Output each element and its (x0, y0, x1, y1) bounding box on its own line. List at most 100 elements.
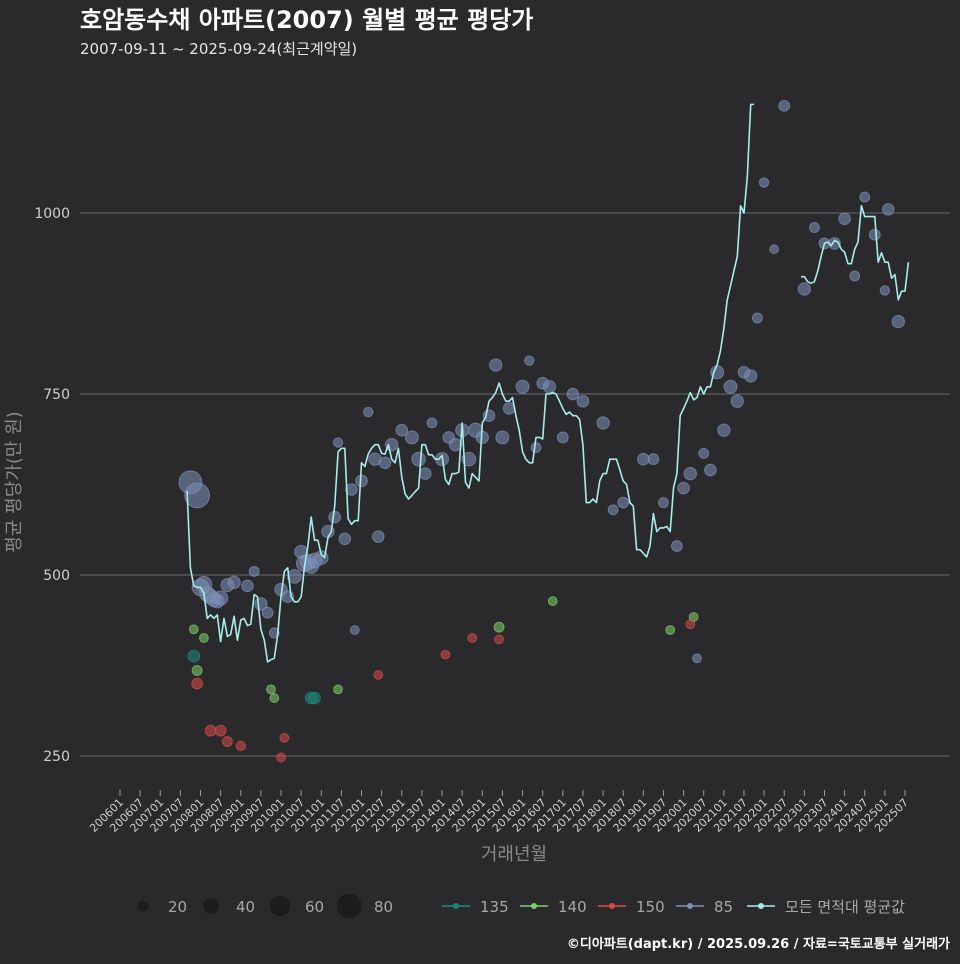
point-140 (191, 665, 203, 677)
point-85 (184, 482, 211, 509)
legend-dot-150 (609, 903, 615, 909)
point-85 (495, 430, 510, 445)
point-85 (859, 191, 871, 203)
point-140 (333, 684, 343, 695)
legend-dot-85 (687, 903, 693, 909)
point-85 (338, 532, 352, 546)
point-140 (266, 684, 276, 695)
point-150 (214, 724, 227, 737)
legend-size-80 (336, 893, 362, 919)
point-85 (607, 504, 619, 516)
point-85 (717, 423, 731, 437)
y-axis: 250 500 750 1000 (34, 206, 70, 765)
grid (80, 212, 950, 757)
point-85 (542, 380, 557, 394)
average-line-segment-1 (186, 103, 754, 663)
point-85 (461, 451, 477, 467)
point-85 (530, 442, 542, 454)
point-85 (404, 430, 419, 445)
point-85 (566, 387, 580, 401)
scatter-points (178, 99, 905, 763)
point-85 (248, 565, 260, 577)
y-tick-label: 1000 (34, 206, 70, 222)
legend-size-label: 40 (236, 898, 255, 916)
legend-label-135: 135 (480, 898, 509, 916)
point-135 (308, 691, 321, 705)
average-line (186, 103, 910, 663)
point-150 (440, 649, 451, 660)
legend-size-40 (203, 898, 219, 914)
y-axis-title: 평균 평당가(만 원) (4, 411, 25, 552)
point-85 (372, 530, 385, 543)
point-85 (426, 417, 438, 429)
point-85 (744, 369, 758, 383)
point-135 (187, 649, 201, 663)
legend-label-85: 85 (714, 898, 733, 916)
caption: ©디아파트(dapt.kr) / 2025.09.26 / 자료=국토교통부 실… (567, 936, 950, 952)
y-tick-label: 500 (43, 568, 70, 584)
point-85 (778, 99, 791, 112)
point-85 (751, 312, 763, 324)
legend-label-140: 140 (558, 898, 587, 916)
point-85 (241, 579, 254, 593)
legend-size-label: 60 (305, 898, 324, 916)
point-85 (332, 437, 344, 448)
point-85 (261, 606, 274, 619)
point-85 (769, 244, 780, 255)
point-85 (355, 474, 368, 488)
point-85 (576, 394, 590, 408)
point-140 (188, 624, 199, 635)
point-150 (221, 736, 233, 747)
point-85 (868, 228, 881, 241)
point-140 (493, 621, 505, 633)
point-85 (617, 496, 630, 509)
legend-label-average: 모든 면적대 평균값 (785, 898, 905, 916)
point-85 (637, 452, 650, 466)
point-85 (411, 451, 426, 467)
point-140 (665, 625, 676, 635)
point-85 (515, 379, 530, 394)
point-85 (704, 463, 717, 477)
point-85 (849, 270, 861, 282)
chart-subtitle: 2007-09-11 ~ 2025-09-24(최근계약일) (80, 40, 357, 58)
x-axis: 2006012006072007012007072008012008072009… (87, 790, 911, 835)
x-axis-title: 거래년월 (481, 844, 547, 865)
point-85 (524, 355, 535, 366)
point-150 (204, 724, 217, 737)
point-140 (547, 596, 558, 606)
point-85 (879, 285, 891, 296)
point-85 (808, 222, 820, 233)
point-85 (730, 394, 744, 408)
point-150 (373, 670, 384, 680)
point-85 (797, 282, 812, 296)
point-85 (670, 540, 683, 552)
point-140 (198, 633, 209, 643)
chart-title: 호암동수채 아파트(2007) 월별 평균 평당가 (80, 6, 533, 34)
legend-size-label: 80 (374, 898, 393, 916)
y-tick-label: 750 (43, 387, 70, 403)
point-85 (683, 466, 697, 481)
legend-dot-135 (453, 903, 459, 909)
point-85 (838, 212, 851, 226)
legend-dot-140 (531, 903, 537, 909)
legend-size-60 (269, 895, 291, 917)
point-85 (692, 653, 702, 664)
point-140 (269, 693, 280, 703)
point-150 (235, 740, 246, 752)
point-85 (328, 510, 341, 524)
point-85 (677, 481, 690, 495)
y-tick-label: 250 (43, 749, 70, 765)
point-85 (418, 467, 432, 480)
point-150 (279, 733, 290, 743)
legend-size-label: 20 (168, 898, 187, 916)
point-85 (489, 358, 503, 372)
point-85 (345, 483, 358, 496)
point-85 (227, 575, 241, 589)
point-85 (213, 590, 229, 606)
point-85 (287, 569, 302, 584)
point-85 (647, 453, 660, 466)
point-85 (891, 314, 905, 329)
point-85 (723, 379, 738, 394)
legend-label-150: 150 (636, 898, 665, 916)
